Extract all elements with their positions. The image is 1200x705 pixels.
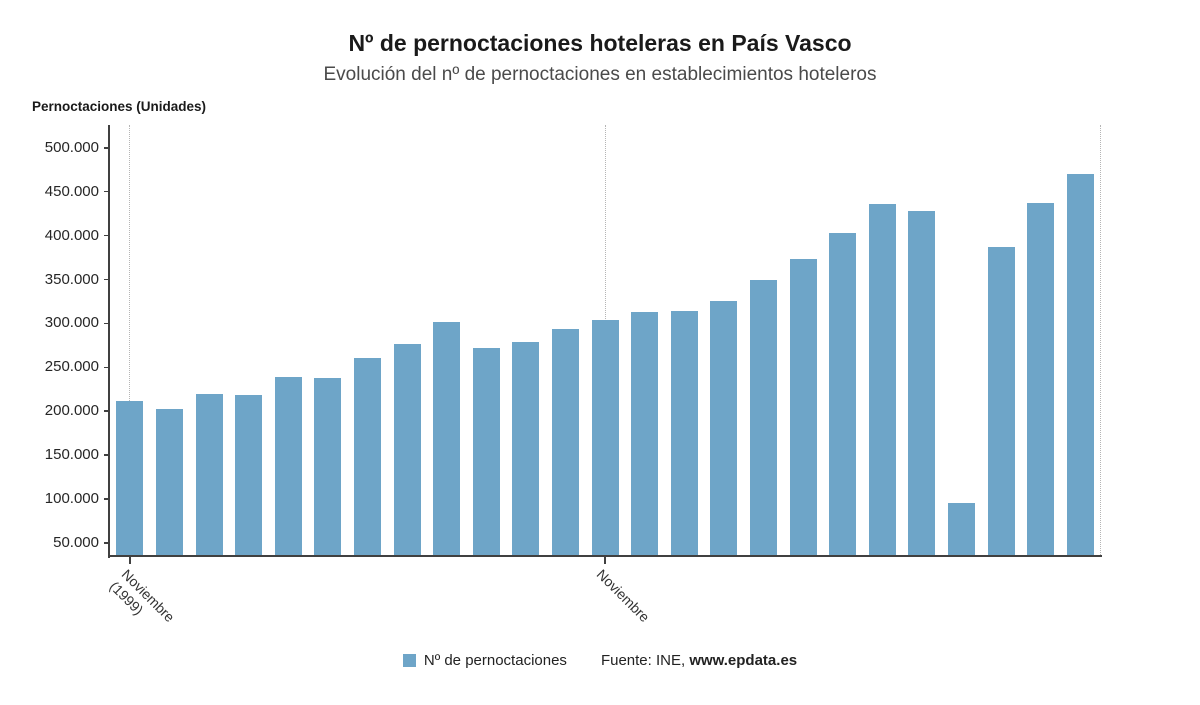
y-tick-mark — [104, 410, 110, 412]
bar[interactable] — [749, 280, 777, 556]
y-tick-label: 150.000 — [44, 446, 99, 464]
y-tick-mark — [104, 278, 110, 281]
bar[interactable] — [987, 246, 1015, 556]
x-tick-label: Noviembre (1999) — [106, 566, 178, 626]
bar[interactable] — [947, 503, 975, 556]
source-text: Fuente: INE, www.epdata.es — [601, 652, 797, 669]
bar[interactable] — [116, 400, 144, 556]
legend-item: Nº de pernoctaciones — [402, 652, 567, 669]
y-tick-mark — [104, 454, 110, 456]
bar[interactable] — [512, 341, 540, 556]
x-tick-mark — [604, 557, 606, 564]
y-tick-label: 450.000 — [44, 182, 99, 200]
vertical-gridline — [1099, 125, 1101, 557]
bar[interactable] — [631, 311, 659, 556]
page-title: Nº de pernoctaciones hoteleras en País V… — [348, 30, 852, 56]
bar[interactable] — [710, 301, 738, 556]
bar[interactable] — [274, 376, 302, 556]
bar[interactable] — [393, 343, 421, 556]
bar[interactable] — [155, 408, 183, 556]
y-tick-mark — [104, 322, 110, 325]
x-axis-line — [108, 555, 1102, 557]
bar[interactable] — [670, 311, 698, 556]
y-axis-line — [108, 125, 110, 558]
y-tick-mark — [104, 366, 110, 369]
bar[interactable] — [591, 319, 619, 556]
y-tick-label: 500.000 — [44, 138, 99, 156]
y-tick-label: 100.000 — [44, 490, 99, 508]
source-site-link[interactable]: www.epdata.es — [689, 652, 798, 669]
y-tick-label: 250.000 — [44, 358, 99, 376]
legend-swatch-icon — [402, 654, 416, 667]
y-tick-mark — [104, 498, 110, 500]
x-tick-mark — [129, 557, 131, 564]
y-tick-label: 200.000 — [44, 402, 99, 420]
y-tick-label: 400.000 — [44, 226, 99, 244]
page-subtitle: Evolución del nº de pernoctaciones en es… — [323, 64, 877, 85]
bar[interactable] — [1027, 203, 1055, 556]
legend-row: Nº de pernoctaciones Fuente: INE, www.ep… — [0, 652, 1200, 669]
y-tick-mark — [104, 190, 110, 193]
bar[interactable] — [868, 203, 896, 556]
bar[interactable] — [433, 322, 461, 556]
plot-area: 50.000 100.000 150.000 200.000 250.000 300.00… — [45, 125, 1102, 625]
bar[interactable] — [235, 395, 263, 556]
legend-series-label: Nº de pernoctaciones — [423, 652, 567, 669]
y-tick-mark — [104, 147, 110, 149]
source-prefix: Fuente: INE, — [600, 652, 690, 669]
bar[interactable] — [908, 210, 936, 556]
x-tick-label: Noviembre — [593, 566, 653, 626]
bar[interactable] — [551, 329, 579, 556]
bar[interactable] — [472, 347, 500, 556]
y-axis-title: Pernoctaciones (Unidades) — [32, 99, 207, 114]
y-tick-mark — [104, 234, 110, 237]
y-tick-label: 350.000 — [44, 270, 99, 288]
bar[interactable] — [195, 394, 223, 556]
bar[interactable] — [789, 259, 817, 556]
y-tick-label: 300.000 — [44, 314, 99, 332]
y-tick-label: 50.000 — [53, 533, 99, 551]
y-tick-mark — [104, 542, 110, 544]
bar[interactable] — [1066, 174, 1094, 556]
bar[interactable] — [353, 358, 381, 556]
vertical-gridline — [129, 125, 131, 557]
bar[interactable] — [314, 377, 342, 556]
bar[interactable] — [829, 232, 857, 556]
